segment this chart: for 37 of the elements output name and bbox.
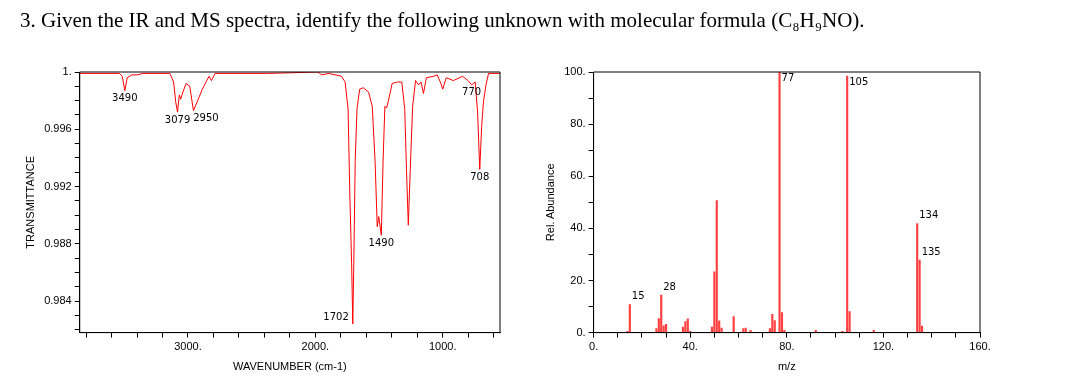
y-tick-label: 0.984 bbox=[44, 294, 72, 307]
y-tick-label: 80. bbox=[570, 117, 586, 130]
x-tick-label: 80. bbox=[779, 340, 795, 353]
x-tick-label: 0. bbox=[589, 340, 599, 353]
annotation: 3079 bbox=[164, 113, 191, 125]
annotation: 1702 bbox=[323, 310, 349, 322]
annotation: 134 bbox=[919, 209, 939, 221]
y-tick-label: 40. bbox=[570, 221, 586, 234]
annotation: 708 bbox=[470, 170, 490, 182]
x-tick-label: 1000. bbox=[428, 340, 457, 353]
y-axis-title: TRANSMITTANCE bbox=[23, 155, 36, 249]
y-tick-label: 0.996 bbox=[44, 122, 72, 135]
y-tick-label: 0.992 bbox=[44, 179, 72, 192]
x-tick-label: 160. bbox=[969, 340, 991, 353]
y-tick-label: 0. bbox=[576, 325, 586, 338]
x-axis-title: WAVENUMBER (cm-1) bbox=[233, 360, 347, 373]
x-axis-title: m/z bbox=[777, 360, 796, 373]
annotation: 1490 bbox=[368, 236, 395, 248]
annotation: 3490 bbox=[112, 92, 138, 104]
annotation: 135 bbox=[921, 245, 941, 257]
x-tick-label: 3000. bbox=[174, 340, 202, 353]
annotation: 28 bbox=[663, 280, 676, 292]
y-tick-label: 60. bbox=[570, 169, 586, 182]
y-tick-label: 20. bbox=[570, 273, 586, 286]
chart-title: 3. Given the IR and MS spectra, identify the following unknown with molecular formula (C₈H₉NO). bbox=[20, 8, 865, 33]
annotation: 15 bbox=[631, 290, 645, 302]
y-tick-label: 100. bbox=[564, 65, 586, 78]
x-tick-label: 2000. bbox=[301, 340, 330, 353]
y-tick-label: 1. bbox=[62, 65, 72, 78]
x-tick-label: 40. bbox=[682, 340, 698, 353]
y-tick-label: 0.988 bbox=[44, 236, 72, 249]
y-axis-title: Rel. Abundance bbox=[543, 163, 556, 242]
x-tick-label: 120. bbox=[872, 340, 895, 353]
annotation: 77 bbox=[781, 71, 795, 83]
annotation: 2950 bbox=[193, 112, 219, 124]
annotation: 105 bbox=[849, 75, 869, 87]
annotation: 770 bbox=[462, 86, 482, 98]
